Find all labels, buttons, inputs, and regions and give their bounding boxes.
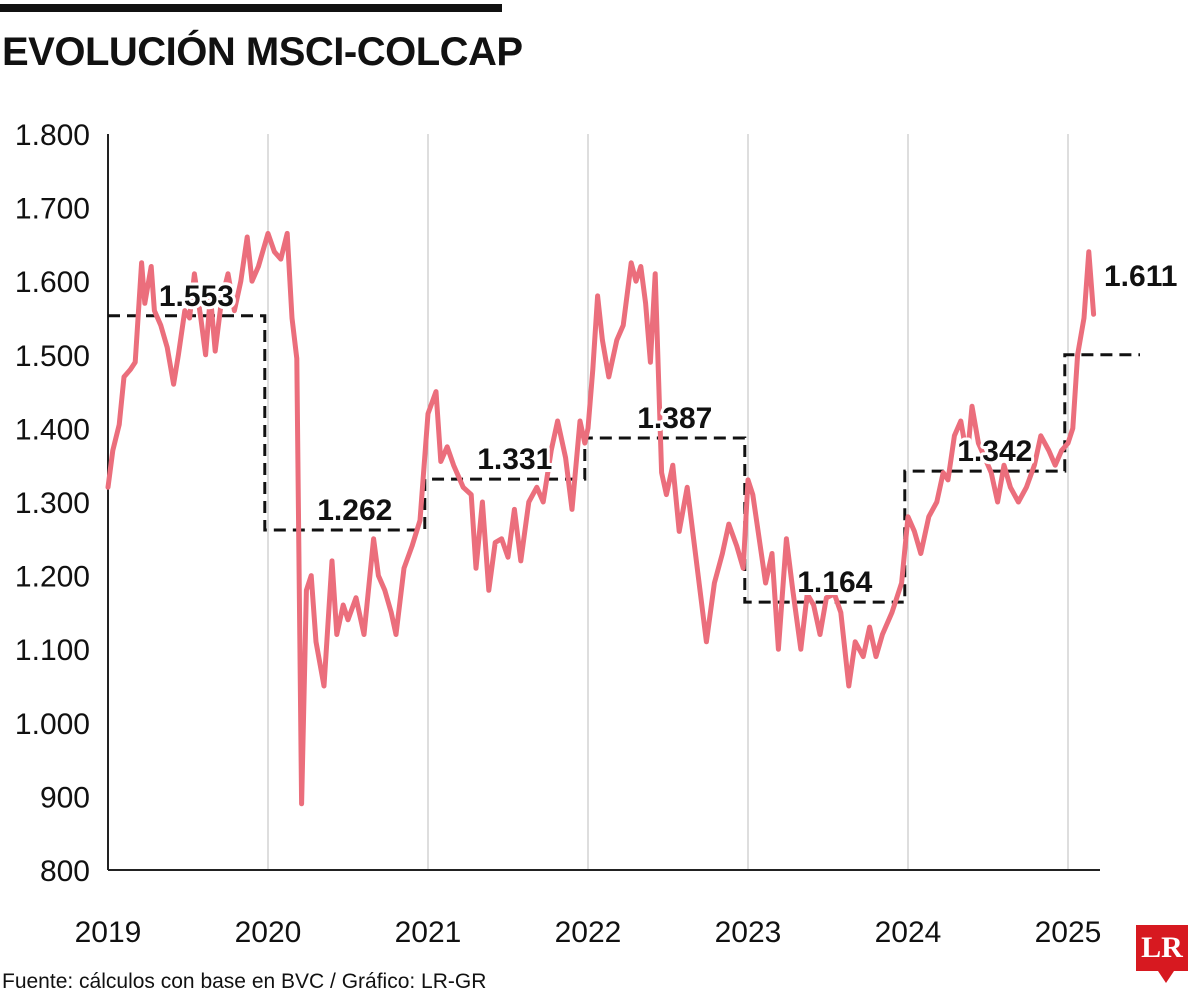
y-tick-label: 800 <box>40 855 90 888</box>
x-tick-label: 2023 <box>715 916 782 949</box>
x-tick-label: 2019 <box>75 916 142 949</box>
y-tick-label: 900 <box>40 781 90 814</box>
average-label: 1.164 <box>797 566 872 599</box>
y-tick-label: 1.400 <box>15 413 90 446</box>
chart-title: EVOLUCIÓN MSCI-COLCAP <box>2 30 523 74</box>
y-tick-label: 1.000 <box>15 708 90 741</box>
axis-layer: 2019 2020 2021 2022 2023 2024 2025 1.800 1.700 1.… <box>15 119 1101 949</box>
y-tick-label: 1.100 <box>15 634 90 667</box>
average-step-line <box>108 314 1140 604</box>
lr-logo: LR <box>1136 925 1188 971</box>
y-tick-label: 1.500 <box>15 340 90 373</box>
x-tick-label: 2020 <box>235 916 302 949</box>
y-tick-label: 1.600 <box>15 266 90 299</box>
y-tick-label: 1.700 <box>15 193 90 226</box>
average-label: 1.342 <box>957 435 1032 468</box>
x-tick-label: 2021 <box>395 916 462 949</box>
lr-logo-tail <box>1158 971 1174 983</box>
average-label: 1.553 <box>159 280 234 313</box>
average-label: 1.331 <box>477 443 552 476</box>
series-line-colcap <box>105 230 1097 807</box>
x-tick-label: 2024 <box>875 916 942 949</box>
y-tick-label: 1.200 <box>15 561 90 594</box>
x-tick-label: 2025 <box>1035 916 1102 949</box>
average-label: 1.262 <box>317 494 392 527</box>
y-tick-label: 1.300 <box>15 487 90 520</box>
average-layer <box>108 314 1140 604</box>
series-layer <box>105 230 1097 807</box>
source-note: Fuente: cálculos con base en BVC / Gráfi… <box>2 970 487 993</box>
grid-layer <box>267 134 1069 870</box>
label-layer: 1.553 1.262 1.331 1.387 1.164 1.342 1.611 <box>156 260 1178 602</box>
last-value-label: 1.611 <box>1104 260 1177 293</box>
x-tick-label: 2022 <box>555 916 622 949</box>
title-rule <box>0 4 502 12</box>
average-label: 1.387 <box>637 402 712 435</box>
y-tick-label: 1.800 <box>15 119 90 152</box>
